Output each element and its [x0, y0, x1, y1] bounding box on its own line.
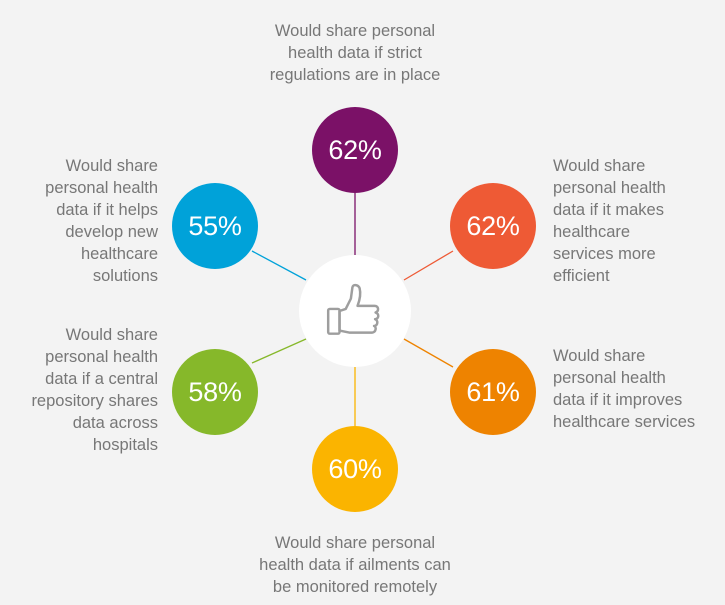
caption-strict-regulations: Would share personal health data if stri…	[269, 22, 441, 84]
thumbs-up-icon	[326, 283, 380, 335]
percent-value: 62%	[466, 210, 520, 241]
bubble-efficient-services: 62%	[450, 183, 536, 269]
connector-line-new-solutions	[251, 250, 307, 281]
bubble-central-repository: 58%	[172, 349, 258, 435]
connector-line-improves-services	[403, 338, 454, 368]
bubble-improves-services: 61%	[450, 349, 536, 435]
bubble-strict-regulations: 62%	[312, 107, 398, 193]
percent-value: 62%	[328, 134, 382, 165]
percent-value: 61%	[466, 376, 520, 407]
percent-value: 55%	[188, 210, 242, 241]
connector-line-efficient-services	[403, 250, 454, 281]
caption-central-repository: Would share personal health data if a ce…	[31, 326, 158, 454]
caption-new-solutions: Would share personal health data if it h…	[45, 157, 158, 285]
bubble-monitored-remotely: 60%	[312, 426, 398, 512]
caption-improves-services: Would share personal health data if it i…	[553, 347, 696, 431]
connector-line-central-repository	[251, 338, 307, 364]
percent-value: 58%	[188, 376, 242, 407]
caption-monitored-remotely: Would share personal health data if ailm…	[259, 534, 451, 596]
caption-efficient-services: Would share personal health data if it m…	[553, 157, 666, 285]
bubble-new-solutions: 55%	[172, 183, 258, 269]
percent-value: 60%	[328, 453, 382, 484]
central-hub	[299, 255, 411, 367]
